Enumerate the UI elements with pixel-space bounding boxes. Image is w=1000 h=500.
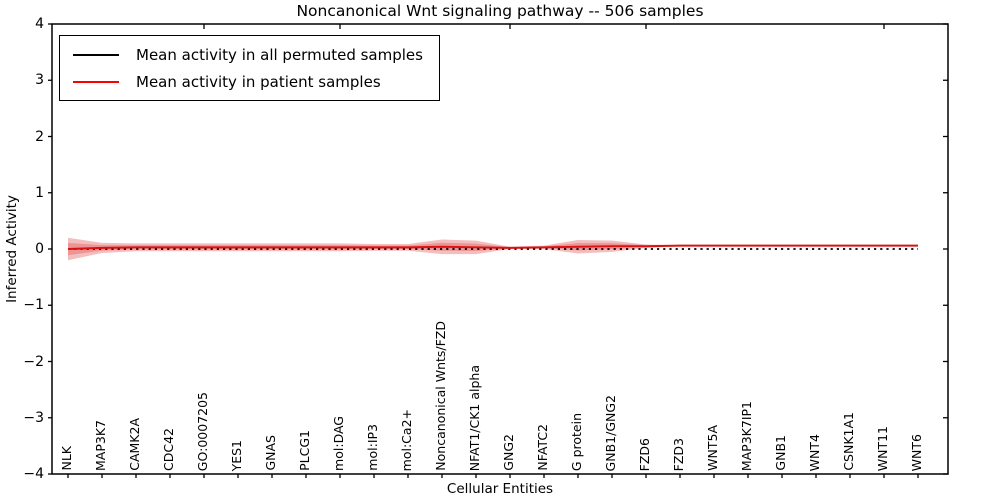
legend-label-patient: Mean activity in patient samples <box>136 72 381 91</box>
black-line-sample-icon <box>73 53 119 56</box>
y-tick-label: −1 <box>23 297 44 314</box>
x-tick-label: GNG2 <box>501 434 516 471</box>
x-tick-label: FZD6 <box>637 437 652 471</box>
red-line-sample-icon <box>73 80 119 83</box>
x-tick-label: Noncanonical Wnts/FZD <box>433 321 448 471</box>
x-tick-label: WNT4 <box>807 433 822 471</box>
y-tick-label: 1 <box>35 184 44 201</box>
x-tick-label: WNT6 <box>909 433 924 471</box>
x-tick-label: GO:0007205 <box>195 391 210 471</box>
x-tick-label: MAP3K7IP1 <box>739 400 754 471</box>
x-tick-label: NLK <box>59 446 74 471</box>
x-tick-label: MAP3K7 <box>93 420 108 471</box>
y-tick-label: 4 <box>35 16 44 32</box>
x-tick-label: CAMK2A <box>127 418 142 471</box>
y-tick-label: 2 <box>35 128 44 145</box>
x-tick-label: mol:IP3 <box>365 424 380 471</box>
x-tick-label: GNB1 <box>773 435 788 471</box>
x-tick-label: CSNK1A1 <box>841 412 856 471</box>
legend: Mean activity in all permuted samples Me… <box>59 35 440 101</box>
x-tick-label: GNB1/GNG2 <box>603 394 618 471</box>
x-tick-label: WNT11 <box>875 425 890 471</box>
y-tick-label: 3 <box>35 72 44 89</box>
x-tick-label: WNT5A <box>705 425 720 471</box>
y-tick-label: −2 <box>23 353 44 370</box>
x-tick-label: FZD3 <box>671 437 686 471</box>
chart-title: Noncanonical Wnt signaling pathway -- 50… <box>296 2 704 20</box>
x-tick-label: mol:Ca2+ <box>399 408 414 471</box>
x-tick-label: mol:DAG <box>331 416 346 471</box>
legend-label-permuted: Mean activity in all permuted samples <box>136 45 423 64</box>
x-tick-label: CDC42 <box>161 428 176 471</box>
legend-item-permuted: Mean activity in all permuted samples <box>73 41 423 68</box>
x-tick-label: YES1 <box>229 439 244 471</box>
x-tick-label: GNAS <box>263 435 278 471</box>
x-tick-label: NFAT1/CK1 alpha <box>467 364 482 471</box>
x-axis-label: Cellular Entities <box>446 481 554 497</box>
y-tick-label: −4 <box>23 466 44 482</box>
x-tick-label: NFATC2 <box>535 424 550 471</box>
legend-item-patient: Mean activity in patient samples <box>73 68 423 95</box>
y-tick-label: 0 <box>35 241 44 257</box>
x-tick-label: G protein <box>569 412 584 471</box>
x-tick-label: PLCG1 <box>297 430 312 471</box>
y-tick-label: −3 <box>23 409 44 426</box>
